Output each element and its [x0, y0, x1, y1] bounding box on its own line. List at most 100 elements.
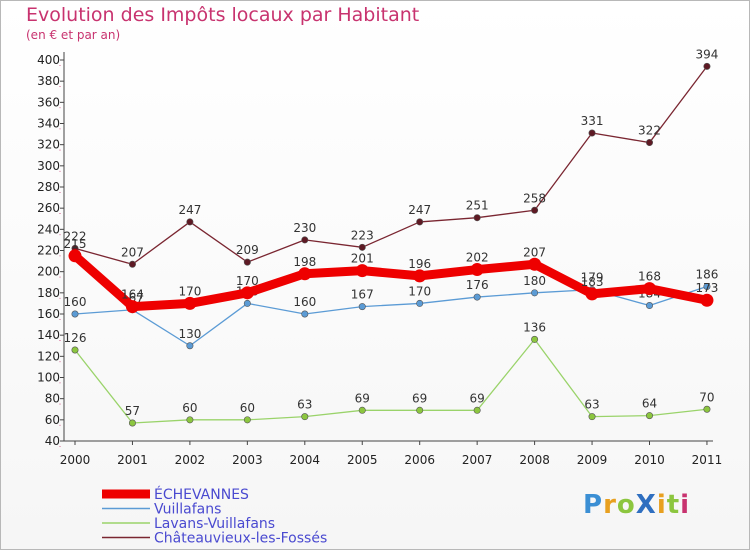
proxiti-logo: ProXiti	[583, 490, 690, 520]
data-label: 64	[642, 397, 657, 411]
x-tick-label: 2009	[577, 453, 608, 467]
data-point	[128, 260, 136, 268]
data-label: 176	[466, 278, 489, 292]
data-point	[301, 310, 309, 318]
y-tick-label: 340	[37, 117, 60, 131]
data-point	[358, 406, 366, 414]
data-label: 63	[584, 398, 599, 412]
x-tick-label: 2000	[60, 453, 91, 467]
data-label: 247	[178, 203, 201, 217]
data-label: 170	[178, 284, 201, 298]
y-tick-label: 280	[37, 180, 60, 194]
data-point	[700, 293, 714, 307]
data-point	[645, 139, 653, 147]
data-label: 136	[523, 320, 546, 334]
data-label: 186	[695, 267, 718, 281]
data-point	[243, 258, 251, 266]
series-line--chevannes	[70, 251, 712, 312]
data-point	[358, 303, 366, 311]
data-point	[128, 419, 136, 427]
data-label: 126	[64, 331, 87, 345]
y-tick-label: 360	[37, 95, 60, 109]
y-tick-label: 220	[37, 244, 60, 258]
data-label: 247	[408, 203, 431, 217]
data-label: 258	[523, 191, 546, 205]
data-label: 207	[523, 245, 546, 259]
data-label: 160	[293, 295, 316, 309]
data-point	[186, 342, 194, 350]
x-tick-label: 2002	[175, 453, 206, 467]
y-tick-label: 320	[37, 138, 60, 152]
data-point	[473, 293, 481, 301]
data-point	[531, 206, 539, 214]
data-label: 251	[466, 199, 489, 213]
y-tick-label: 180	[37, 286, 60, 300]
data-label: 167	[351, 288, 374, 302]
y-tick-label: 160	[37, 307, 60, 321]
data-point	[473, 214, 481, 222]
data-label: 63	[297, 398, 312, 412]
legend-label: Lavans-Vuillafans	[154, 516, 275, 532]
data-point	[585, 287, 599, 301]
data-label: 164	[121, 288, 144, 302]
data-label: 331	[581, 114, 604, 128]
x-tick-label: 2008	[519, 453, 550, 467]
data-label: 202	[466, 251, 489, 265]
y-tick-label: 40	[45, 434, 60, 448]
chart-title: Evolution des Impôts locaux par Habitant	[26, 4, 420, 26]
data-label: 394	[695, 47, 718, 61]
y-tick-label: 400	[37, 53, 60, 67]
data-label: 173	[695, 281, 718, 295]
y-tick-label: 60	[45, 413, 60, 427]
y-tick-label: 120	[37, 349, 60, 363]
data-point	[703, 62, 711, 70]
data-label: 179	[581, 271, 604, 285]
data-point	[240, 286, 254, 300]
data-point	[125, 300, 139, 314]
data-point	[645, 412, 653, 420]
data-point	[243, 416, 251, 424]
data-label: 223	[351, 228, 374, 242]
x-tick-label: 2007	[462, 453, 493, 467]
data-label: 196	[408, 257, 431, 271]
data-point	[183, 296, 197, 310]
logo-letter: i	[680, 490, 691, 520]
y-tick-label: 140	[37, 328, 60, 342]
chart-subtitle: (en € et par an)	[26, 28, 121, 42]
data-label: 215	[64, 237, 87, 251]
logo-letter: o	[616, 490, 636, 520]
logo-letter: i	[656, 490, 667, 520]
data-label: 230	[293, 221, 316, 235]
data-label: 170	[408, 284, 431, 298]
data-label: 69	[470, 391, 485, 405]
data-label: 201	[351, 252, 374, 266]
data-label: 168	[638, 270, 661, 284]
data-point	[470, 263, 484, 277]
data-label: 207	[121, 245, 144, 259]
x-tick-label: 2011	[692, 453, 723, 467]
y-tick-label: 100	[37, 371, 60, 385]
series-line-ch-teauvieux-les-foss-s	[74, 65, 708, 265]
x-tick-label: 2010	[634, 453, 665, 467]
data-label: 57	[125, 404, 140, 418]
y-tick-label: 380	[37, 74, 60, 88]
series-line-lavans-vuillafans	[74, 338, 708, 424]
data-point	[358, 243, 366, 251]
data-point	[588, 129, 596, 137]
data-point	[186, 416, 194, 424]
data-label: 130	[178, 327, 201, 341]
data-point	[643, 282, 656, 296]
data-point	[416, 406, 424, 414]
y-tick-label: 300	[37, 159, 60, 173]
data-point	[71, 310, 79, 318]
data-label: 69	[355, 391, 370, 405]
data-label: 209	[236, 243, 259, 257]
data-point	[473, 406, 481, 414]
legend-label: ÉCHEVANNES	[154, 486, 249, 503]
data-label: 69	[412, 391, 427, 405]
data-point	[416, 218, 424, 226]
data-point	[645, 302, 653, 310]
data-point	[186, 218, 194, 226]
data-point	[301, 236, 309, 244]
